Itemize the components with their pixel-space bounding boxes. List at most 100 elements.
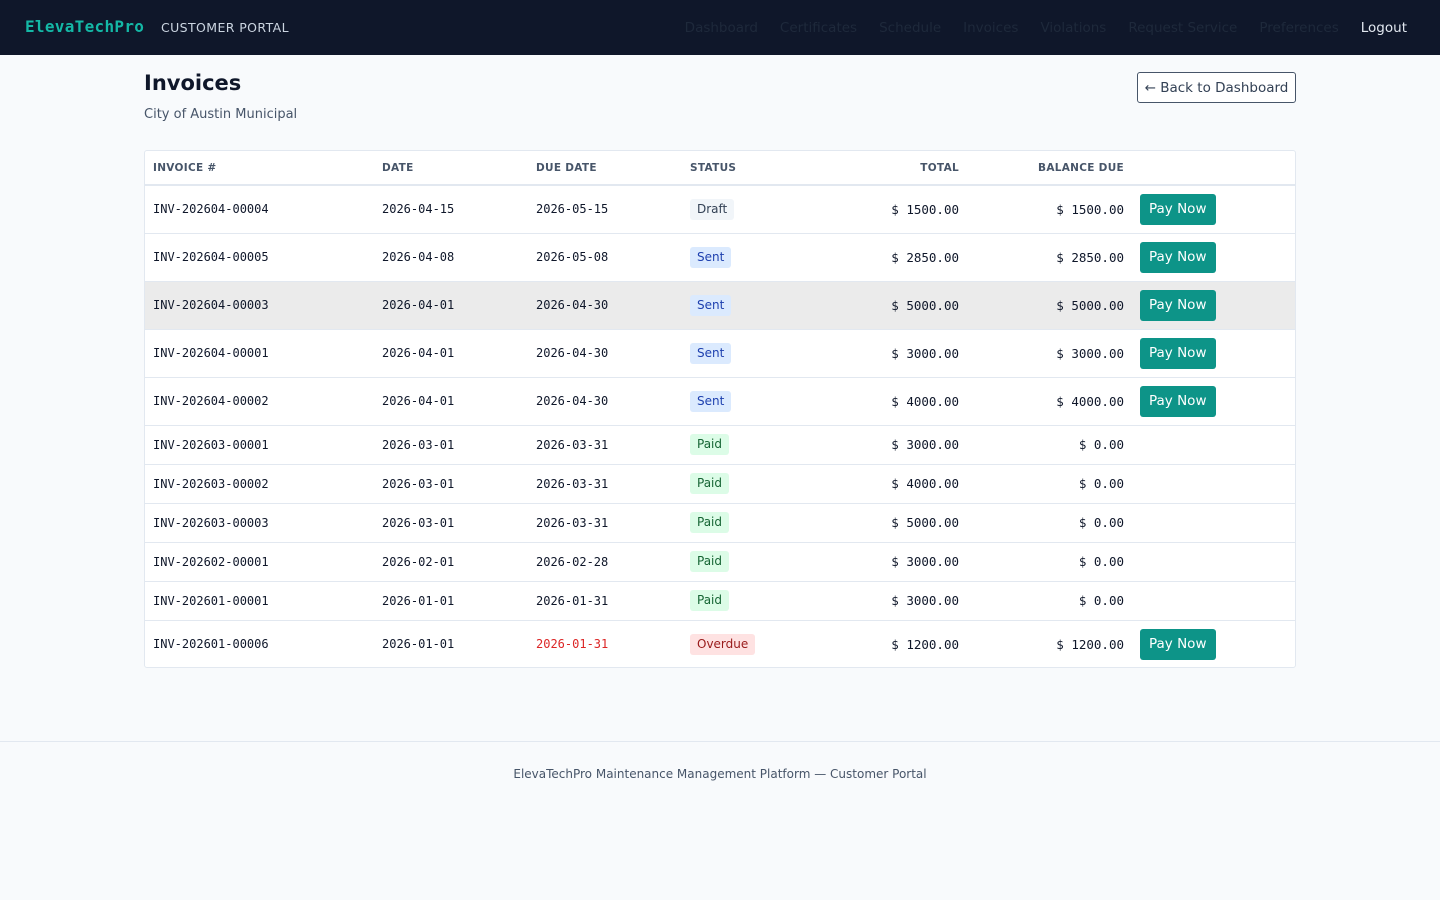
invoice-number: INV-202603-00003 (153, 515, 269, 530)
invoice-balance-due: $ 0.00 (1078, 515, 1124, 530)
invoice-action-cell: Pay Now (1132, 233, 1295, 281)
pay-now-button[interactable]: Pay Now (1140, 628, 1216, 660)
invoice-action-cell: Pay Now (1132, 329, 1295, 377)
invoice-total: $ 3000.00 (891, 593, 959, 608)
nav-preferences[interactable]: Preferences (1259, 19, 1339, 36)
brand-logo[interactable]: ElevaTechPro (25, 17, 145, 36)
table-row: INV-202601-00001 2026-01-01 2026-01-31 Paid… (145, 581, 1295, 620)
invoice-status-cell: Sent (682, 281, 802, 329)
table-row: INV-202603-00001 2026-03-01 2026-03-31 Paid… (145, 425, 1295, 464)
invoice-number: INV-202604-00002 (153, 394, 269, 408)
invoice-total: $ 4000.00 (891, 476, 959, 491)
invoice-total: $ 2850.00 (891, 249, 959, 265)
nav-request-service[interactable]: Request Service (1128, 19, 1238, 36)
pay-now-button[interactable]: Pay Now (1140, 241, 1216, 273)
column-header-invoice: INVOICE # (153, 161, 217, 174)
status-badge: Paid (690, 512, 730, 533)
invoices-table: INVOICE # DATE DUE DATE STATUS TOTAL BAL… (144, 150, 1296, 668)
invoice-due-date: 2026-04-30 (536, 394, 609, 408)
back-to-dashboard-button[interactable]: ← Back to Dashboard (1137, 72, 1296, 103)
page-subtitle: City of Austin Municipal (144, 107, 298, 122)
invoice-balance-due: $ 1500.00 (1056, 201, 1124, 217)
pay-now-button[interactable]: Pay Now (1140, 385, 1216, 417)
table-row: INV-202601-00006 2026-01-01 2026-01-31 Over… (145, 620, 1295, 667)
table-body: INV-202604-00004 2026-04-15 2026-05-15 Draf… (145, 185, 1295, 667)
invoice-balance-due: $ 5000.00 (1056, 297, 1124, 313)
invoice-number: INV-202603-00001 (153, 437, 269, 452)
invoice-action-cell (1132, 581, 1295, 620)
column-header-balance-due: BALANCE DUE (1038, 161, 1124, 174)
invoice-balance-due: $ 0.00 (1078, 476, 1124, 491)
invoice-status-cell: Paid (682, 425, 802, 464)
page-title: Invoices (144, 71, 242, 95)
invoice-balance-due: $ 4000.00 (1056, 393, 1124, 409)
invoice-due-date: 2026-05-08 (536, 250, 609, 264)
invoice-action-cell: Pay Now (1132, 377, 1295, 425)
table-row: INV-202604-00003 2026-04-01 2026-04-30 Sent… (145, 281, 1295, 329)
invoice-total: $ 5000.00 (891, 515, 959, 530)
nav-invoices[interactable]: Invoices (963, 19, 1019, 36)
pay-now-button[interactable]: Pay Now (1140, 289, 1216, 321)
invoice-number: INV-202602-00001 (153, 554, 269, 569)
invoice-due-date: 2026-04-30 (536, 298, 609, 312)
status-badge: Paid (690, 551, 730, 572)
invoice-balance-due: $ 1200.00 (1056, 636, 1124, 652)
footer-text: ElevaTechPro Maintenance Management Plat… (513, 767, 927, 781)
nav-schedule[interactable]: Schedule (879, 19, 942, 36)
pay-now-button[interactable]: Pay Now (1140, 337, 1216, 369)
top-navbar: ElevaTechPro CUSTOMER PORTAL Dashboard C… (0, 0, 1440, 55)
invoice-number: INV-202604-00004 (153, 202, 269, 217)
invoice-status-cell: Sent (682, 233, 802, 281)
invoice-status-cell: Paid (682, 581, 802, 620)
invoice-total: $ 4000.00 (891, 393, 959, 409)
table-row: INV-202603-00003 2026-03-01 2026-03-31 Paid… (145, 503, 1295, 542)
invoice-status-cell: Paid (682, 542, 802, 581)
invoice-date: 2026-03-01 (382, 515, 455, 530)
invoice-number: INV-202604-00005 (153, 250, 269, 264)
table-header-row: INVOICE # DATE DUE DATE STATUS TOTAL BAL… (145, 151, 1295, 185)
status-badge: Draft (690, 198, 735, 220)
invoice-action-cell (1132, 503, 1295, 542)
nav-certificates[interactable]: Certificates (779, 19, 858, 36)
invoice-total: $ 1200.00 (891, 636, 959, 652)
invoice-due-date: 2026-01-31 (536, 593, 609, 608)
invoice-status-cell: Sent (682, 377, 802, 425)
nav-violations[interactable]: Violations (1040, 19, 1107, 36)
table-row: INV-202604-00001 2026-04-01 2026-04-30 Sent… (145, 329, 1295, 377)
invoice-date: 2026-03-01 (382, 476, 455, 491)
footer-divider (0, 741, 1440, 742)
invoice-action-cell: Pay Now (1132, 185, 1295, 233)
table-row: INV-202604-00002 2026-04-01 2026-04-30 Sent… (145, 377, 1295, 425)
invoice-date: 2026-03-01 (382, 437, 455, 452)
invoice-status-cell: Paid (682, 503, 802, 542)
status-badge: Sent (690, 390, 732, 412)
invoice-total: $ 3000.00 (891, 554, 959, 569)
logout-link[interactable]: Logout (1360, 19, 1407, 36)
status-badge: Sent (690, 294, 732, 316)
status-badge: Sent (690, 246, 732, 268)
status-badge: Paid (690, 434, 730, 455)
pay-now-button[interactable]: Pay Now (1140, 193, 1216, 225)
invoice-date: 2026-04-15 (382, 202, 455, 217)
invoice-number: INV-202604-00003 (153, 298, 269, 312)
invoice-date: 2026-01-01 (382, 637, 455, 652)
invoice-number: INV-202601-00001 (153, 593, 269, 608)
column-header-total: TOTAL (920, 161, 959, 174)
invoice-balance-due: $ 2850.00 (1056, 249, 1124, 265)
nav-dashboard[interactable]: Dashboard (684, 19, 758, 36)
invoice-action-cell (1132, 425, 1295, 464)
invoice-status-cell: Overdue (682, 620, 802, 667)
table-row: INV-202604-00005 2026-04-08 2026-05-08 Sent… (145, 233, 1295, 281)
status-badge: Paid (690, 590, 730, 611)
invoice-due-date: 2026-03-31 (536, 476, 609, 491)
status-badge: Sent (690, 342, 732, 364)
column-header-due-date: DUE DATE (536, 161, 597, 174)
invoice-action-cell: Pay Now (1132, 620, 1295, 667)
invoice-action-cell (1132, 464, 1295, 503)
invoice-balance-due: $ 0.00 (1078, 593, 1124, 608)
invoice-date: 2026-02-01 (382, 554, 455, 569)
invoice-due-date: 2026-05-15 (536, 202, 609, 217)
table-row: INV-202603-00002 2026-03-01 2026-03-31 Paid… (145, 464, 1295, 503)
invoice-action-cell (1132, 542, 1295, 581)
portal-label: CUSTOMER PORTAL (161, 20, 289, 35)
